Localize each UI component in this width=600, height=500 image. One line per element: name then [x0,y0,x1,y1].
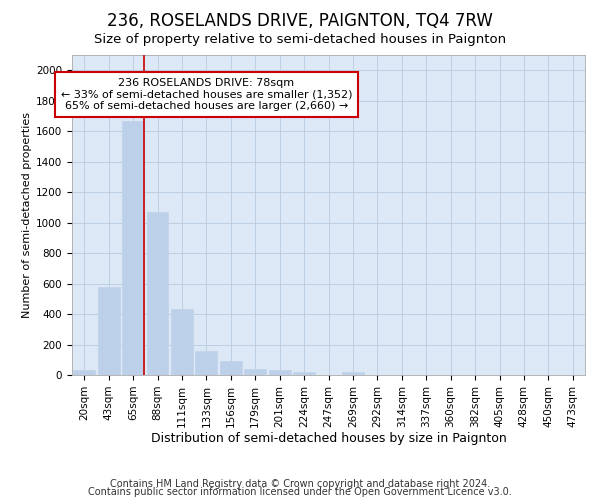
Text: 236, ROSELANDS DRIVE, PAIGNTON, TQ4 7RW: 236, ROSELANDS DRIVE, PAIGNTON, TQ4 7RW [107,12,493,30]
Bar [269,370,290,375]
Text: Contains public sector information licensed under the Open Government Licence v3: Contains public sector information licen… [88,487,512,497]
Bar [98,286,119,375]
Text: Size of property relative to semi-detached houses in Paignton: Size of property relative to semi-detach… [94,32,506,46]
Bar [171,310,193,375]
Text: Contains HM Land Registry data © Crown copyright and database right 2024.: Contains HM Land Registry data © Crown c… [110,479,490,489]
Bar [293,372,315,375]
Text: 236 ROSELANDS DRIVE: 78sqm
← 33% of semi-detached houses are smaller (1,352)
65%: 236 ROSELANDS DRIVE: 78sqm ← 33% of semi… [61,78,352,111]
X-axis label: Distribution of semi-detached houses by size in Paignton: Distribution of semi-detached houses by … [151,432,506,446]
Y-axis label: Number of semi-detached properties: Number of semi-detached properties [22,112,32,318]
Bar [73,370,95,375]
Bar [122,120,144,375]
Bar [146,212,169,375]
Bar [196,350,217,375]
Bar [244,369,266,375]
Bar [342,372,364,375]
Bar [220,362,242,375]
